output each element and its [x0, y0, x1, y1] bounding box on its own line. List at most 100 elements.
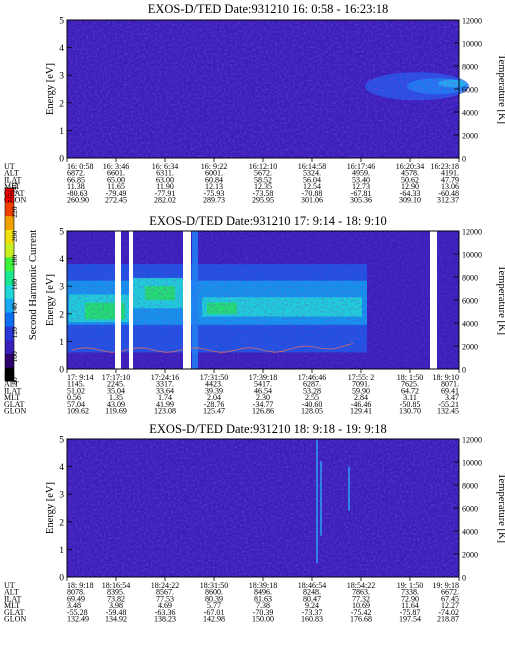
y2-tick-label: 8000: [462, 63, 478, 72]
orbit-cell: 119.69: [105, 407, 127, 416]
orbit-row-label: UT: [4, 581, 15, 590]
orbit-cell: 63.00: [156, 175, 174, 184]
orbit-cell: 72.90: [401, 594, 419, 603]
orbit-cell: -77.91: [155, 189, 176, 198]
orbit-cell: 142.98: [203, 615, 225, 624]
colorbar-tick-label: 200: [10, 230, 19, 242]
orbit-cell: 12.27: [441, 601, 459, 610]
colorbar-swatch: [5, 339, 14, 354]
orbit-cell: 7863.: [352, 588, 370, 597]
orbit-cell: 53.28: [303, 386, 321, 395]
orbit-cell: -75.87: [400, 608, 421, 617]
orbit-row-label: ALT: [4, 588, 19, 597]
orbit-cell: 18: 1:50: [397, 373, 423, 382]
data-gap: [183, 231, 191, 369]
orbit-cell: 73.82: [107, 594, 125, 603]
colorbar-tick-label: 140: [10, 303, 19, 315]
y-tick-label: 2: [59, 518, 64, 528]
orbit-cell: 59.90: [352, 386, 370, 395]
y2-tick-label: 8000: [462, 482, 478, 491]
orbit-cell: 80.47: [303, 594, 321, 603]
orbit-cell: 5324.: [303, 169, 321, 178]
orbit-cell: 218.87: [437, 615, 459, 624]
orbit-row-label: ILAT: [4, 175, 21, 184]
orbit-cell: 11.38: [67, 182, 85, 191]
orbit-cell: 17:46:46: [298, 373, 326, 382]
orbit-cell: 8248.: [303, 588, 321, 597]
orbit-cell: 312.37: [437, 196, 459, 205]
y-tick-label: 2: [59, 99, 64, 109]
orbit-row-label: UT: [4, 373, 15, 382]
orbit-cell: -28.76: [204, 400, 225, 409]
y2-tick-label: 10000: [462, 459, 482, 468]
orbit-cell: -55.28: [67, 608, 88, 617]
orbit-cell: 77.32: [352, 594, 370, 603]
orbit-cell: 50.62: [401, 175, 419, 184]
orbit-cell: 18:24:22: [151, 581, 179, 590]
orbit-cell: 132.45: [437, 407, 459, 416]
orbit-cell: -70.88: [302, 189, 323, 198]
colorbar-swatch: [5, 256, 14, 272]
orbit-cell: 18:16:54: [102, 581, 130, 590]
orbit-row-label: GLON: [4, 196, 26, 205]
orbit-cell: 4959.: [352, 169, 370, 178]
orbit-cell: 6287.: [303, 380, 321, 389]
orbit-cell: 53.40: [352, 175, 370, 184]
colorbar-tick-label: 80: [10, 377, 19, 385]
orbit-cell: -79.49: [106, 189, 127, 198]
colorbar-swatch: [5, 284, 14, 299]
colorbar-tick-label: 120: [10, 327, 19, 339]
y2-tick-label: 12000: [462, 436, 482, 445]
panel-1-y-ticks: 0 1 2 3 4 5: [59, 17, 72, 165]
orbit-cell: -50.85: [400, 400, 421, 409]
panel-2: EXOS-D/TED Date:931210 17: 9:14 - 18: 9:…: [4, 214, 505, 416]
data-gap: [430, 231, 437, 369]
orbit-cell: 18:31:50: [200, 581, 228, 590]
y2-tick-label: 10000: [462, 40, 482, 49]
y2-tick-label: 12000: [462, 228, 482, 237]
orbit-cell: 138.23: [154, 615, 176, 624]
data-gap: [115, 231, 121, 369]
panel-3-y2-ticks: 0 2000 4000 6000 8000 10000 12000: [454, 436, 482, 583]
orbit-cell: -67.81: [351, 189, 372, 198]
orbit-cell: -70.39: [253, 608, 274, 617]
orbit-cell: 2.84: [354, 393, 368, 402]
orbit-cell: 64.72: [401, 386, 419, 395]
orbit-cell: 282.02: [154, 196, 176, 205]
orbit-cell: -64.33: [400, 189, 421, 198]
orbit-cell: 65.00: [107, 175, 125, 184]
orbit-cell: 77.53: [156, 594, 174, 603]
orbit-cell: -55.21: [438, 400, 459, 409]
orbit-cell: 132.49: [67, 615, 89, 624]
data-gap: [129, 231, 133, 369]
panel-3-y2label: Temperature [K]: [496, 473, 505, 543]
orbit-cell: 8600.: [205, 588, 223, 597]
colorbar-swatch: [5, 215, 14, 230]
colorbar-swatch: [5, 298, 14, 313]
panel-2-y-ticks: 0 1 2 3 4 5: [59, 228, 72, 376]
orbit-cell: 7091.: [352, 380, 370, 389]
colorbar-swatch: [5, 188, 14, 203]
orbit-cell: 10.69: [352, 601, 370, 610]
y-tick-label: 0: [59, 366, 64, 376]
orbit-row-label: GLON: [4, 407, 26, 416]
orbit-row-label: GLAT: [4, 189, 25, 198]
orbit-row-label: GLAT: [4, 608, 25, 617]
orbit-cell: 11.65: [107, 182, 125, 191]
orbit-cell: 1145.: [67, 380, 85, 389]
y2-tick-label: 8000: [462, 274, 478, 283]
orbit-cell: 17: 9:14: [67, 373, 93, 382]
colorbar-tick-label: 220: [10, 206, 19, 218]
orbit-cell: 19: 9:18: [433, 581, 459, 590]
orbit-cell: -40.60: [302, 400, 323, 409]
orbit-cell: -59.48: [106, 608, 127, 617]
orbit-cell: 39.39: [205, 386, 223, 395]
panel-1-title: EXOS-D/TED Date:931210 16: 0:58 - 16:23:…: [148, 2, 389, 16]
orbit-row-label: MLT: [4, 393, 20, 402]
orbit-cell: 17:55: 2: [348, 373, 374, 382]
orbit-cell: 12.90: [401, 182, 419, 191]
orbit-cell: 17:17:10: [102, 373, 130, 382]
orbit-cell: -80.63: [67, 189, 88, 198]
